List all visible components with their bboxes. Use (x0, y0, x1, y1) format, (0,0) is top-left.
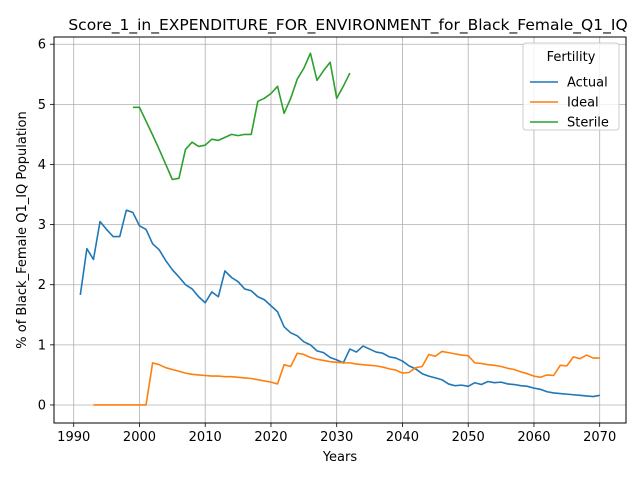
x-axis-label: Years (322, 450, 358, 465)
legend-entries: Actual Ideal Sterile (530, 76, 609, 131)
x-tick-label: 2000 (123, 430, 156, 445)
y-tick-label: 6 (38, 38, 46, 53)
series-lines (79, 52, 600, 406)
x-tick-label: 2010 (189, 430, 222, 445)
y-axis-label: % of Black_Female Q1_IQ Population (15, 111, 30, 348)
legend-title: Fertility (547, 50, 596, 65)
series-line-actual (79, 209, 600, 398)
y-tick-label: 1 (38, 338, 46, 353)
x-tick-label: 2020 (254, 430, 287, 445)
y-tick-label: 3 (38, 218, 46, 233)
plot-frame (53, 36, 627, 424)
x-axis-ticks: 1990 2000 2010 2020 2030 2040 2050 2060 2070 (57, 423, 616, 445)
y-tick-label: 4 (38, 158, 46, 173)
legend-box (522, 42, 620, 131)
x-tick-label: 2060 (517, 430, 550, 445)
y-tick-label: 5 (38, 98, 46, 113)
chart-title: Score_1_in_EXPENDITURE_FOR_ENVIRONMENT_f… (68, 16, 627, 35)
series-line-sterile (132, 52, 351, 181)
series-line-ideal (93, 350, 600, 406)
legend: Fertility Actual Ideal Sterile (522, 42, 620, 131)
y-tick-label: 2 (38, 278, 46, 293)
x-tick-label: 2050 (452, 430, 485, 445)
y-tick-label: 0 (38, 398, 46, 413)
y-axis-ticks: 0 1 2 3 4 5 6 (38, 38, 54, 413)
legend-label-actual: Actual (567, 76, 608, 91)
x-tick-label: 2070 (583, 430, 616, 445)
x-tick-label: 2030 (320, 430, 353, 445)
x-tick-label: 1990 (57, 430, 90, 445)
legend-label-ideal: Ideal (567, 96, 599, 111)
x-tick-label: 2040 (386, 430, 419, 445)
legend-label-sterile: Sterile (567, 116, 609, 131)
